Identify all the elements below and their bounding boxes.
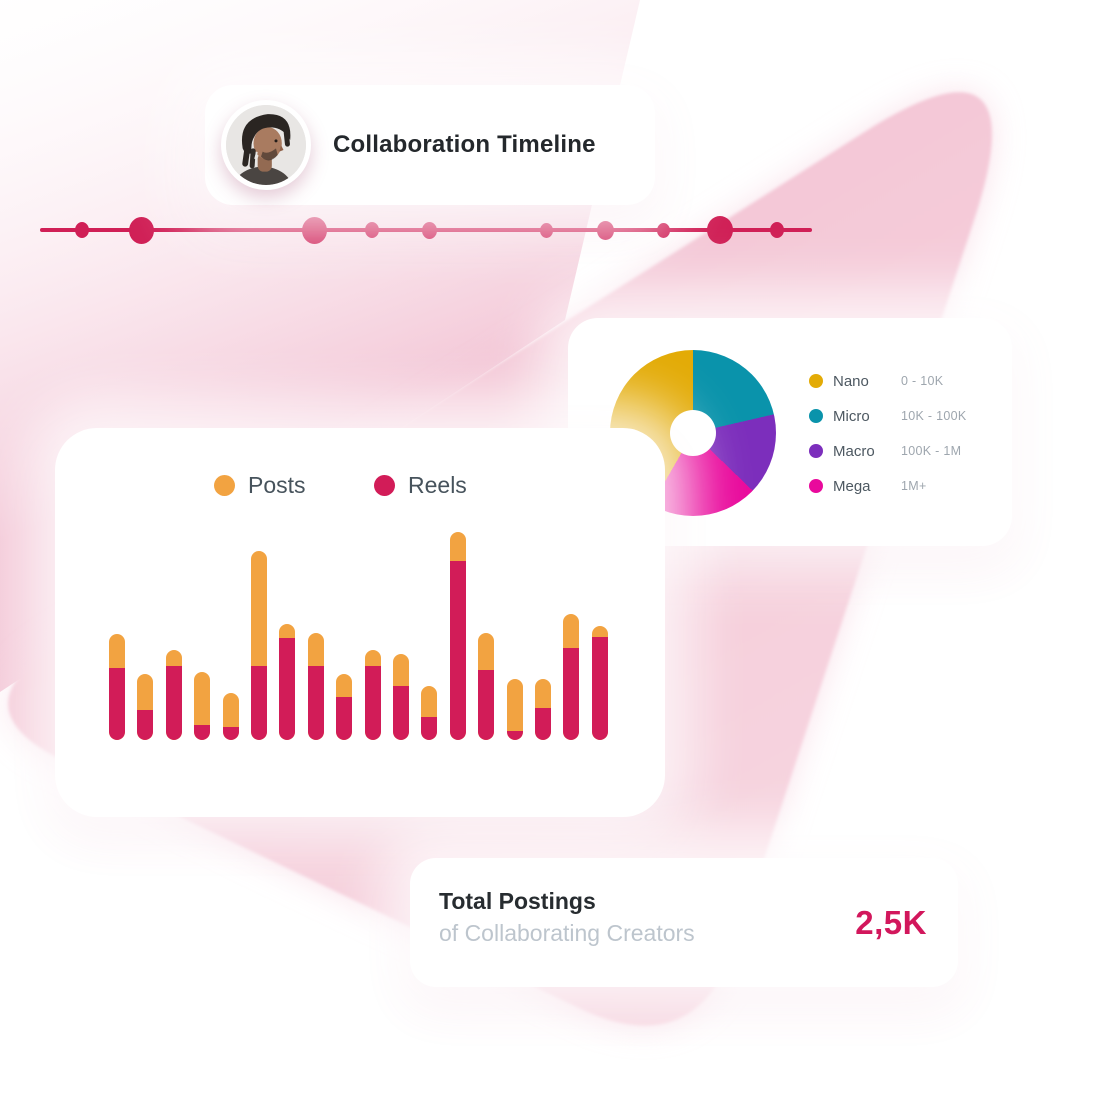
stacked-bar [563, 614, 580, 740]
stacked-bar [137, 674, 154, 740]
legend-dot-icon [809, 444, 823, 458]
reels-segment [563, 648, 580, 740]
reels-segment [364, 666, 381, 740]
timeline-header-card: Collaboration Timeline [205, 85, 655, 205]
legend-label: Micro [833, 407, 870, 425]
stacked-bar [506, 679, 523, 740]
pie-legend-item: Macro 100K - 1M [809, 441, 961, 461]
stacked-bar [393, 654, 409, 740]
legend-dot-icon [809, 479, 823, 493]
stacked-bar [222, 693, 239, 740]
stacked-bar [279, 624, 296, 740]
legend-range: 1M+ [901, 479, 927, 493]
legend-label: Reels [408, 471, 467, 498]
reels-segment [222, 727, 239, 740]
reels-segment [591, 637, 608, 740]
reels-segment [279, 638, 296, 740]
legend-dot-icon [809, 409, 823, 423]
stacked-bar [165, 650, 182, 740]
reels-segment [307, 666, 324, 740]
reels-segment [478, 670, 495, 740]
pie-legend-item: Mega 1M+ [809, 476, 927, 496]
reels-segment [109, 668, 125, 740]
stacked-bar [336, 674, 353, 740]
total-postings-title: Total Postings [439, 888, 596, 914]
legend-range: 10K - 100K [901, 409, 967, 423]
reels-segment [194, 725, 211, 740]
reels-segment [251, 666, 267, 740]
reels-segment [165, 666, 182, 740]
timeline-dot [596, 220, 614, 240]
legend-dot-icon [374, 474, 395, 496]
pie-legend-item: Nano 0 - 10K [809, 371, 943, 391]
timeline-dot [421, 221, 437, 239]
bar-legend-item: Posts [214, 472, 306, 498]
reels-segment [449, 561, 466, 740]
page-title: Collaboration Timeline [333, 131, 596, 158]
creator-avatar-illustration [226, 105, 306, 185]
pie-legend-item: Micro 10K - 100K [809, 406, 967, 426]
timeline-dot [707, 216, 733, 244]
reels-segment [506, 731, 523, 740]
timeline-dot [365, 222, 379, 238]
total-postings-value: 2,5K [855, 903, 927, 941]
stacked-bar [109, 634, 125, 740]
reels-segment [393, 686, 409, 740]
legend-dot-icon [809, 374, 823, 388]
timeline-dot [301, 216, 327, 244]
stacked-bar [307, 633, 324, 740]
avatar [221, 100, 311, 190]
reels-segment [137, 710, 154, 740]
stacked-bar [251, 551, 267, 740]
legend-range: 0 - 10K [901, 374, 944, 388]
total-postings-card: Total Postings of Collaborating Creators… [410, 858, 958, 987]
stacked-bar [535, 679, 551, 740]
reels-segment [535, 708, 551, 740]
reels-segment [421, 717, 438, 740]
donut-hole [670, 410, 716, 456]
timeline-dot [539, 222, 553, 238]
stacked-bar [478, 633, 495, 740]
stacked-bar [421, 686, 438, 740]
bar-legend-item: Reels [374, 472, 467, 498]
posts-reels-chart-card: Posts Reels [55, 428, 665, 817]
legend-label: Macro [833, 442, 875, 460]
stacked-bar [364, 650, 381, 740]
legend-range: 100K - 1M [901, 444, 962, 458]
timeline-dot [128, 216, 154, 244]
timeline-dot [75, 222, 89, 238]
timeline-dot [770, 222, 784, 238]
reels-segment [336, 697, 353, 740]
legend-label: Mega [833, 477, 871, 495]
stacked-bar [591, 626, 608, 740]
legend-dot-icon [214, 474, 235, 496]
legend-label: Posts [248, 471, 306, 498]
legend-label: Nano [833, 372, 869, 390]
timeline-dot [656, 222, 670, 238]
stacked-bar [449, 532, 466, 740]
total-postings-subtitle: of Collaborating Creators [439, 920, 695, 946]
stacked-bar [194, 672, 211, 740]
